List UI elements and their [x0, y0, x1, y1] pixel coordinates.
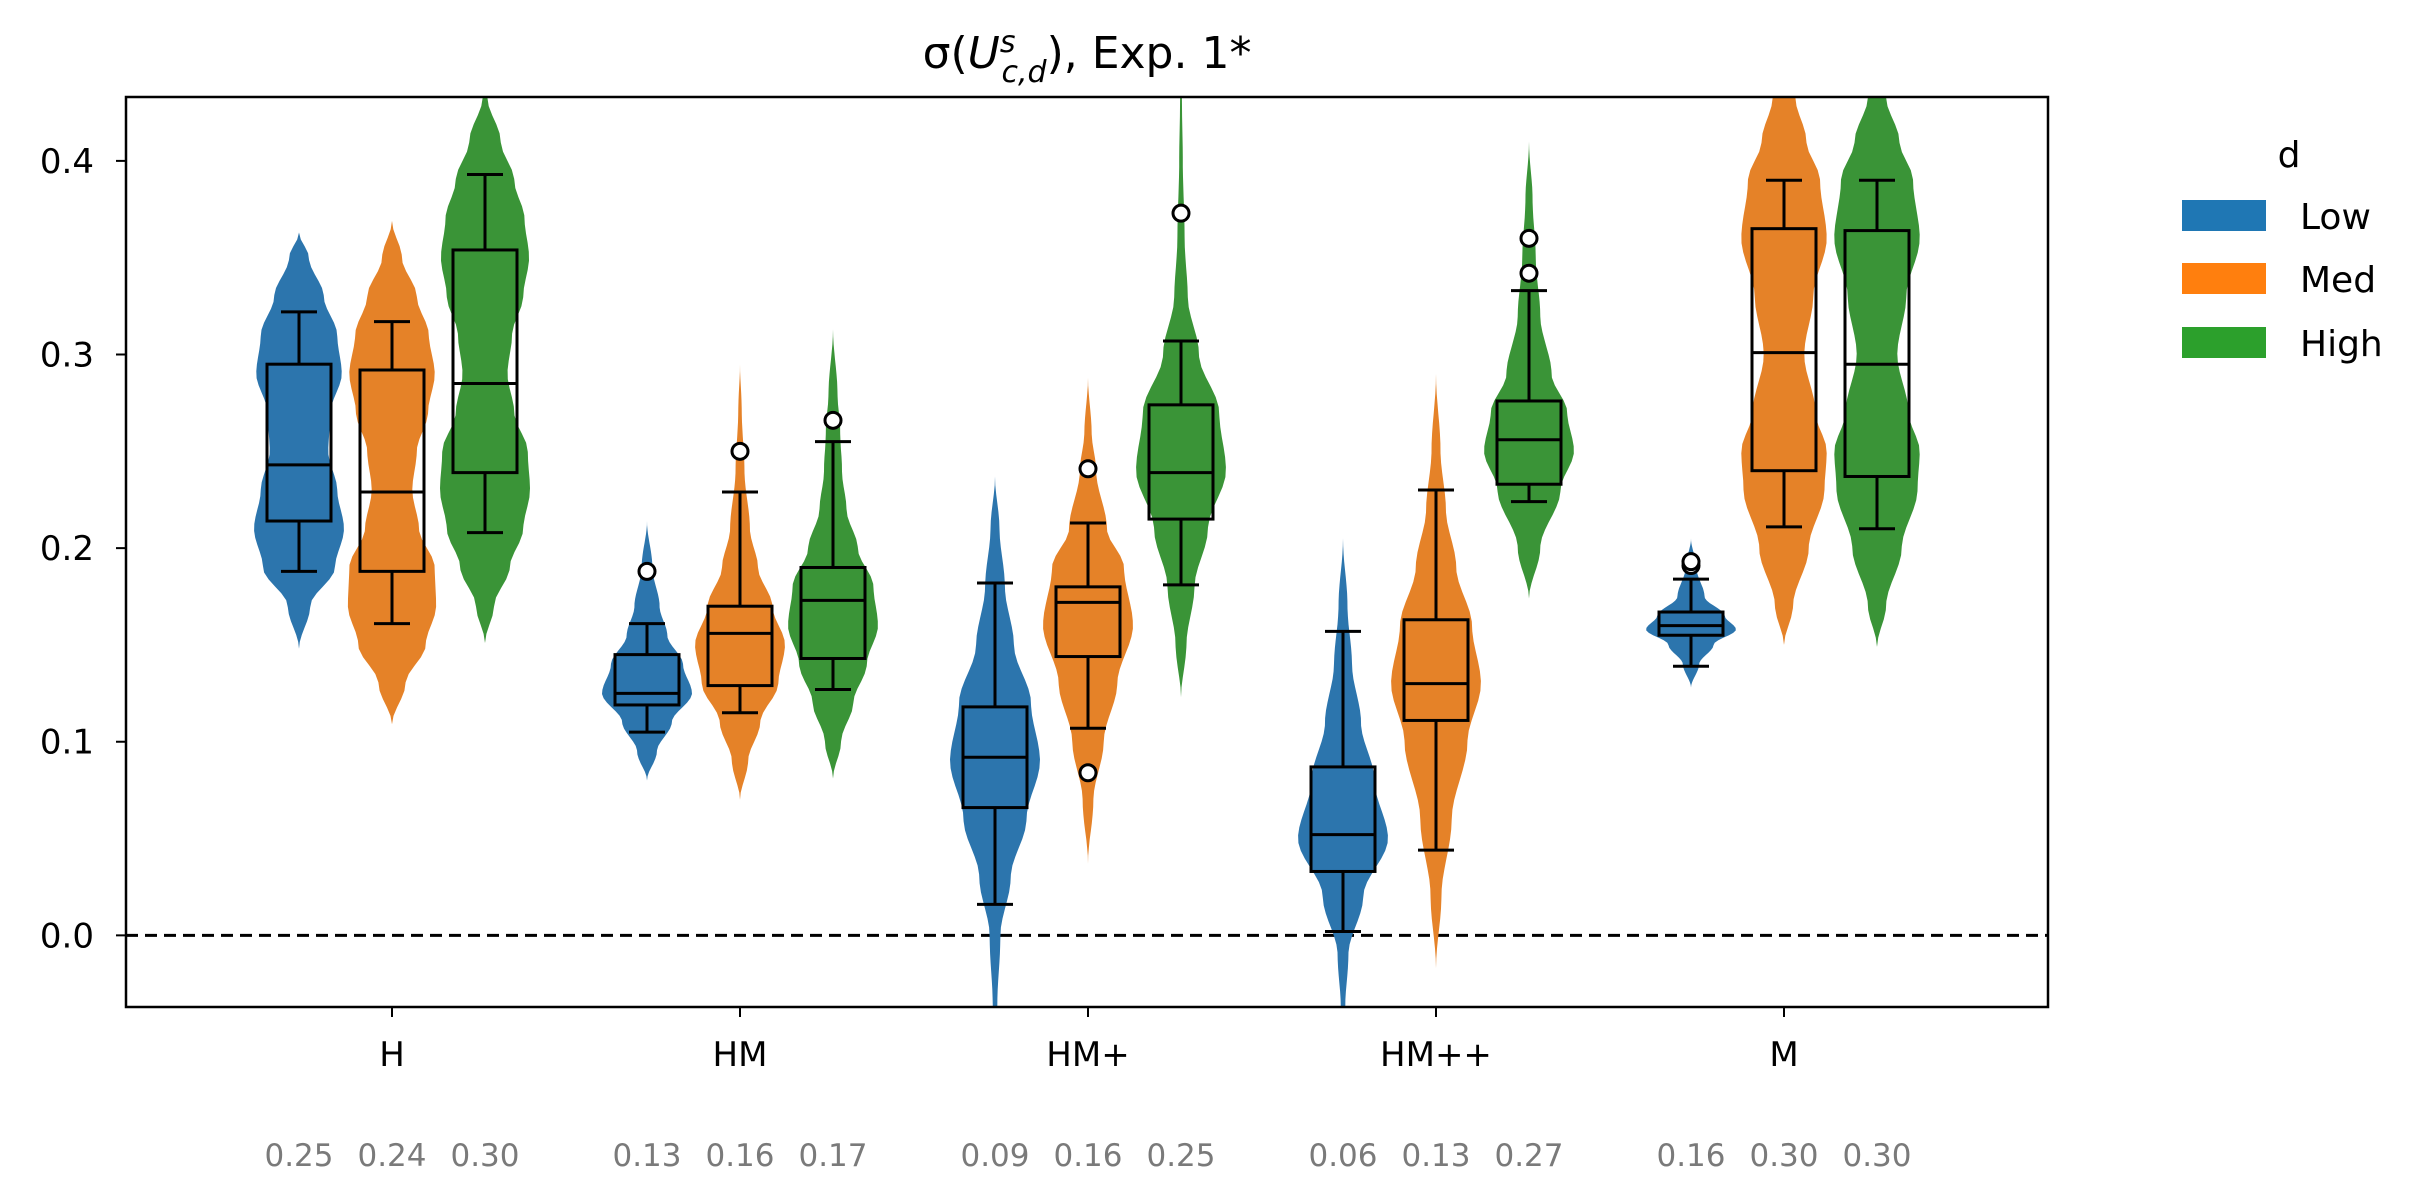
violin-m-high	[1834, 97, 1920, 647]
x-tick-label-hmp: HM+	[1046, 1035, 1129, 1075]
axes: H HM HM+ HM++ M 0.0 0.1 0.2 0.3 0.4	[40, 95, 2050, 1075]
box-hmpp-low	[1309, 765, 1377, 873]
box-h-low	[265, 362, 333, 523]
outlier-hm-med-0	[730, 441, 750, 461]
mean-label-h-high: 0.30	[450, 1138, 519, 1174]
mean-label-hm-low: 0.13	[612, 1138, 681, 1174]
mean-labels: 0.25 0.24 0.30 0.13 0.16 0.17 0.09 0.16 0.25 0.06…	[264, 1138, 1911, 1174]
violin-hmpp-low	[1298, 538, 1388, 1007]
mean-label-hm-med: 0.16	[705, 1138, 774, 1174]
y-tick-label-2: 0.2	[40, 529, 94, 569]
box-hmpp-high	[1495, 399, 1563, 486]
mean-label-hmp-med: 0.16	[1053, 1138, 1122, 1174]
box-hm-high	[799, 565, 867, 660]
box-m-med	[1750, 227, 1818, 473]
legend-label-med: Med	[2300, 260, 2376, 301]
legend-title: d	[2278, 135, 2301, 176]
violin-hmp-low	[950, 476, 1040, 1007]
mean-label-hmpp-med: 0.13	[1401, 1138, 1470, 1174]
box-hm-low	[613, 653, 681, 707]
legend-swatch-low	[2182, 200, 2266, 231]
violin-hmpp-med	[1391, 373, 1481, 969]
x-tick-label-hmpp: HM++	[1380, 1035, 1492, 1075]
mean-label-m-med: 0.30	[1749, 1138, 1818, 1174]
y-tick-label-0: 0.0	[40, 916, 94, 956]
box-hmp-med	[1054, 585, 1122, 659]
y-tick-label-1: 0.1	[40, 723, 94, 763]
y-tick-label-4: 0.4	[40, 142, 94, 182]
mean-label-hmpp-high: 0.27	[1494, 1138, 1563, 1174]
violin-h-low	[254, 232, 344, 649]
outlier-hmp-high-0	[1171, 203, 1191, 223]
outlier-hmpp-high-0	[1519, 263, 1539, 283]
chart-title: σ(Us c,d), Exp. 1*	[923, 25, 1252, 90]
x-tick-label-m: M	[1769, 1035, 1798, 1075]
outlier-m-low-1	[1681, 552, 1701, 572]
mean-label-m-low: 0.16	[1656, 1138, 1725, 1174]
box-m-low	[1657, 610, 1725, 637]
legend-swatch-med	[2182, 263, 2266, 294]
violin-h-high	[440, 97, 530, 643]
box-hmpp-med	[1402, 618, 1470, 722]
y-tick-label-3: 0.3	[40, 336, 94, 376]
outlier-hmpp-high-1	[1519, 228, 1539, 248]
outlier-hm-low-0	[637, 561, 657, 581]
box-m-high	[1843, 229, 1911, 478]
box-hm-med	[706, 604, 774, 688]
violin-m-med	[1741, 97, 1827, 645]
violin-h-med	[347, 220, 437, 725]
mean-label-h-med: 0.24	[357, 1138, 426, 1174]
mean-label-h-low: 0.25	[264, 1138, 333, 1174]
legend-label-low: Low	[2300, 197, 2371, 238]
mean-label-hmp-high: 0.25	[1146, 1138, 1215, 1174]
violin-hmp-med	[1043, 377, 1133, 864]
outlier-hmp-med-0	[1078, 763, 1098, 783]
mean-label-hmpp-low: 0.06	[1308, 1138, 1377, 1174]
plot-marks	[126, 97, 2048, 1007]
outlier-hmp-med-1	[1078, 459, 1098, 479]
x-tick-label-hm: HM	[713, 1035, 768, 1075]
plot-frame	[124, 95, 2050, 1009]
box-hmp-high	[1147, 403, 1215, 521]
legend-label-high: High	[2300, 324, 2383, 365]
x-tick-label-h: H	[379, 1035, 405, 1075]
legend: d Low Med High	[2182, 135, 2383, 365]
outlier-hm-high-0	[823, 410, 843, 430]
mean-label-hm-high: 0.17	[798, 1138, 867, 1174]
legend-swatch-high	[2182, 327, 2266, 358]
mean-label-m-high: 0.30	[1842, 1138, 1911, 1174]
box-h-med	[358, 368, 426, 573]
box-h-high	[451, 248, 519, 475]
mean-label-hmp-low: 0.09	[960, 1138, 1029, 1174]
